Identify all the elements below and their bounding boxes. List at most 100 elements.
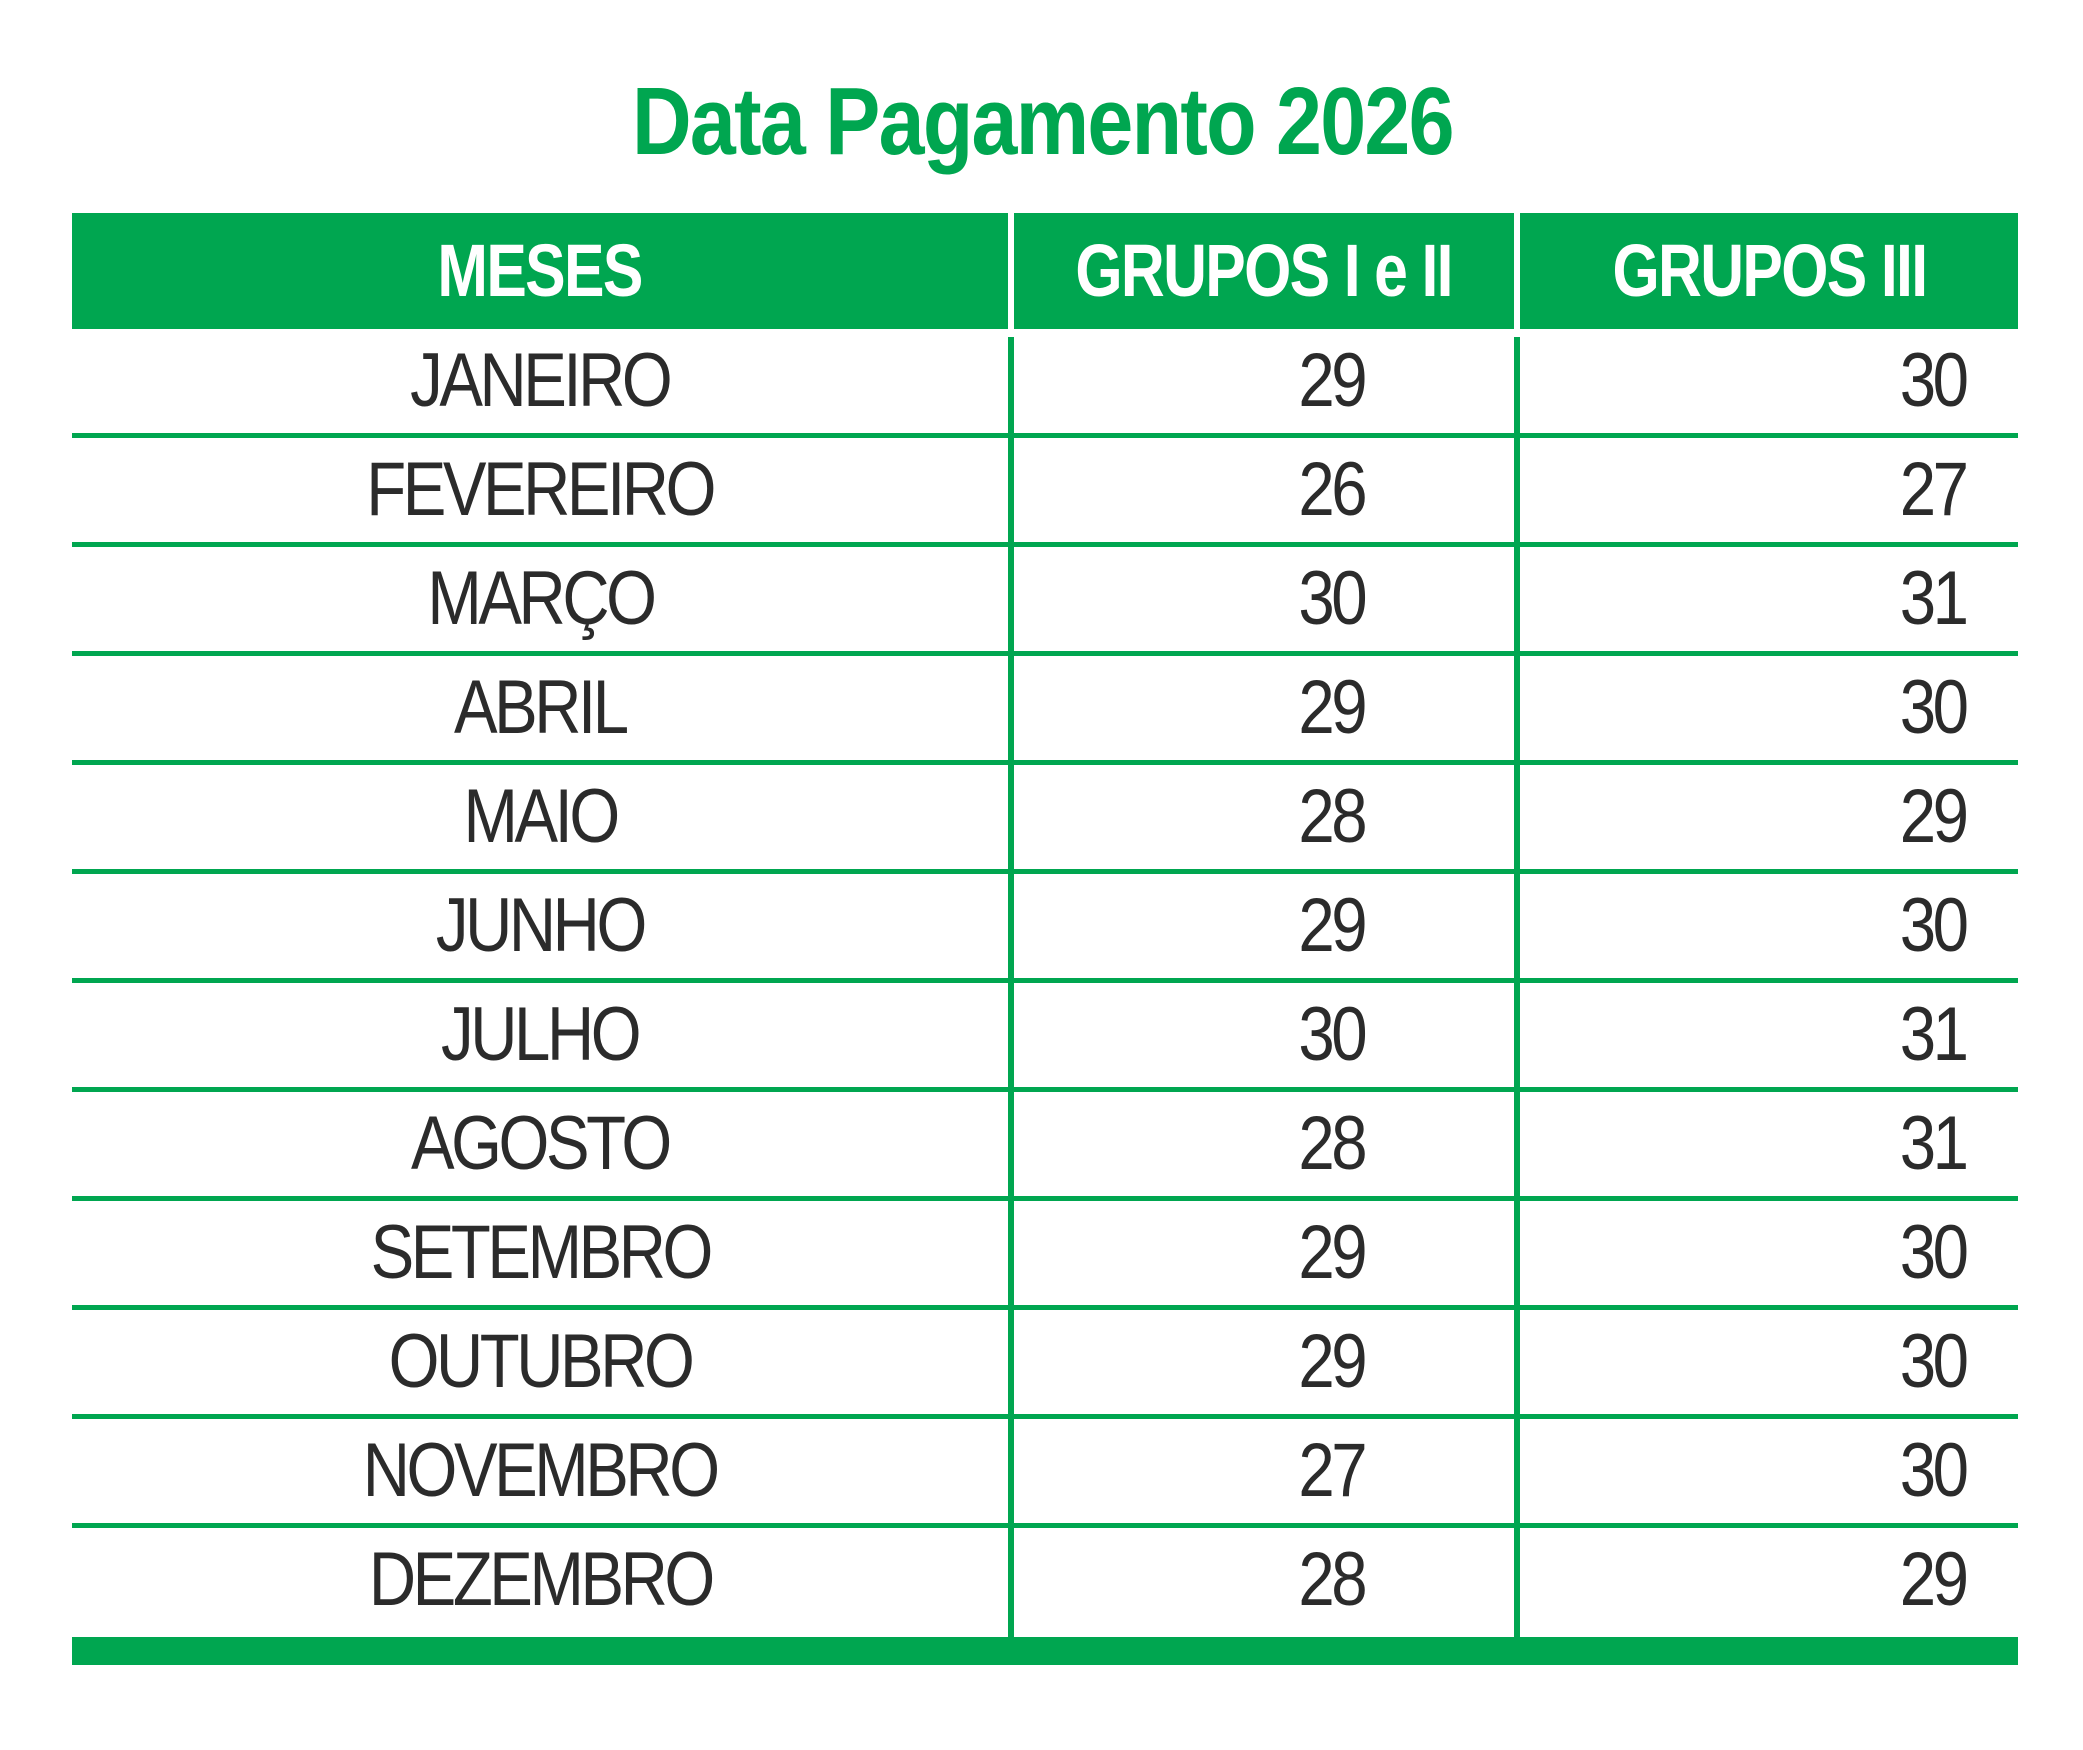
month-cell: OUTUBRO xyxy=(72,1310,1008,1414)
table-row: MARÇO 30 31 xyxy=(72,547,2018,656)
grupos-iii-cell-text: 31 xyxy=(1900,1101,1969,1186)
month-cell-text: SETEMBRO xyxy=(370,1210,713,1295)
header-meses: MESES xyxy=(72,213,1008,329)
table-row: OUTUBRO 29 30 xyxy=(72,1310,2018,1419)
month-cell-text: OUTUBRO xyxy=(388,1319,695,1404)
table-row: JUNHO 29 30 xyxy=(72,874,2018,983)
row-divider xyxy=(72,651,2018,656)
month-cell: MAIO xyxy=(72,765,1008,869)
month-cell-text: NOVEMBRO xyxy=(363,1428,720,1513)
table-row: JULHO 30 31 xyxy=(72,983,2018,1092)
table-row: ABRIL 29 30 xyxy=(72,656,2018,765)
grupos-iii-cell: 30 xyxy=(1654,1419,2018,1523)
month-cell: JANEIRO xyxy=(72,329,1008,433)
grupos-i-ii-cell-text: 28 xyxy=(1298,1101,1367,1186)
row-divider xyxy=(72,760,2018,765)
table-row: DEZEMBRO 28 29 xyxy=(72,1528,2018,1637)
month-cell-text: FEVEREIRO xyxy=(366,447,717,532)
grupos-i-ii-cell: 27 xyxy=(1018,1419,1644,1523)
grupos-iii-cell: 30 xyxy=(1654,1201,2018,1305)
row-divider xyxy=(72,542,2018,547)
grupos-i-ii-cell-text: 30 xyxy=(1298,992,1367,1077)
grupos-iii-cell-text: 27 xyxy=(1900,447,1969,532)
month-cell: FEVEREIRO xyxy=(72,438,1008,542)
grupos-iii-cell-text: 30 xyxy=(1900,1319,1969,1404)
grupos-iii-cell: 30 xyxy=(1654,1310,2018,1414)
grupos-iii-cell: 31 xyxy=(1654,983,2018,1087)
month-cell-text: DEZEMBRO xyxy=(368,1537,715,1622)
row-divider xyxy=(72,1523,2018,1528)
grupos-i-ii-cell-text: 28 xyxy=(1298,1537,1367,1622)
grupos-i-ii-cell: 28 xyxy=(1018,1528,1644,1632)
table-row: JANEIRO 29 30 xyxy=(72,329,2018,438)
row-divider xyxy=(72,869,2018,874)
header-grupos-i-ii-label: GRUPOS I e II xyxy=(1075,229,1454,312)
grupos-i-ii-cell: 26 xyxy=(1018,438,1644,542)
grupos-i-ii-cell-text: 29 xyxy=(1298,665,1367,750)
month-cell: NOVEMBRO xyxy=(72,1419,1008,1523)
row-divider xyxy=(72,978,2018,983)
grupos-i-ii-cell: 28 xyxy=(1018,1092,1644,1196)
table-row: FEVEREIRO 26 27 xyxy=(72,438,2018,547)
month-cell-text: ABRIL xyxy=(454,665,629,750)
month-cell: MARÇO xyxy=(72,547,1008,651)
grupos-iii-cell-text: 30 xyxy=(1900,338,1969,423)
month-cell-text: MAIO xyxy=(463,774,620,859)
grupos-iii-cell-text: 31 xyxy=(1900,556,1969,641)
grupos-i-ii-cell: 29 xyxy=(1018,1310,1644,1414)
month-cell-text: JUNHO xyxy=(436,883,647,968)
month-cell-text: AGOSTO xyxy=(411,1101,672,1186)
grupos-iii-cell-text: 30 xyxy=(1900,1210,1969,1295)
page-title: Data Pagamento 2026 xyxy=(632,68,1455,175)
grupos-i-ii-cell: 30 xyxy=(1018,983,1644,1087)
month-cell: AGOSTO xyxy=(72,1092,1008,1196)
table-header-row: MESES GRUPOS I e II GRUPOS III xyxy=(72,213,2018,329)
grupos-i-ii-cell-text: 29 xyxy=(1298,1210,1367,1295)
grupos-i-ii-cell-text: 29 xyxy=(1298,338,1367,423)
grupos-iii-cell: 30 xyxy=(1654,329,2018,433)
month-cell-text: JANEIRO xyxy=(410,338,673,423)
table-bottom-bar xyxy=(72,1637,2018,1665)
month-cell: ABRIL xyxy=(72,656,1008,760)
month-cell-text: MARÇO xyxy=(426,556,657,641)
month-cell: SETEMBRO xyxy=(72,1201,1008,1305)
table-row: NOVEMBRO 27 30 xyxy=(72,1419,2018,1528)
grupos-iii-cell-text: 29 xyxy=(1900,774,1969,859)
table-row: AGOSTO 28 31 xyxy=(72,1092,2018,1201)
header-grupos-iii-label: GRUPOS III xyxy=(1611,229,1928,312)
header-grupos-iii: GRUPOS III xyxy=(1520,213,2018,329)
month-cell: JUNHO xyxy=(72,874,1008,978)
grupos-iii-cell-text: 29 xyxy=(1900,1537,1969,1622)
grupos-i-ii-cell: 30 xyxy=(1018,547,1644,651)
grupos-iii-cell-text: 30 xyxy=(1900,883,1969,968)
month-cell: DEZEMBRO xyxy=(72,1528,1008,1632)
month-cell: JULHO xyxy=(72,983,1008,1087)
row-divider xyxy=(72,1196,2018,1201)
grupos-i-ii-cell-text: 28 xyxy=(1298,774,1367,859)
grupos-iii-cell: 30 xyxy=(1654,656,2018,760)
grupos-i-ii-cell: 28 xyxy=(1018,765,1644,869)
month-cell-text: JULHO xyxy=(441,992,642,1077)
grupos-i-ii-cell-text: 26 xyxy=(1298,447,1367,532)
grupos-iii-cell: 31 xyxy=(1654,547,2018,651)
grupos-iii-cell-text: 31 xyxy=(1900,992,1969,1077)
grupos-iii-cell-text: 30 xyxy=(1900,665,1969,750)
row-divider xyxy=(72,1414,2018,1419)
grupos-i-ii-cell: 29 xyxy=(1018,656,1644,760)
grupos-i-ii-cell-text: 30 xyxy=(1298,556,1367,641)
table-row: SETEMBRO 29 30 xyxy=(72,1201,2018,1310)
column-divider-1 xyxy=(1008,337,1014,1637)
header-meses-label: MESES xyxy=(437,229,644,312)
grupos-i-ii-cell: 29 xyxy=(1018,874,1644,978)
row-divider xyxy=(72,1305,2018,1310)
grupos-i-ii-cell: 29 xyxy=(1018,1201,1644,1305)
grupos-iii-cell: 30 xyxy=(1654,874,2018,978)
column-divider-2 xyxy=(1514,337,1520,1637)
grupos-iii-cell: 31 xyxy=(1654,1092,2018,1196)
grupos-i-ii-cell-text: 29 xyxy=(1298,1319,1367,1404)
grupos-i-ii-cell-text: 29 xyxy=(1298,883,1367,968)
grupos-iii-cell: 29 xyxy=(1654,765,2018,869)
grupos-iii-cell: 29 xyxy=(1654,1528,2018,1632)
grupos-i-ii-cell-text: 27 xyxy=(1298,1428,1367,1513)
row-divider xyxy=(72,1087,2018,1092)
